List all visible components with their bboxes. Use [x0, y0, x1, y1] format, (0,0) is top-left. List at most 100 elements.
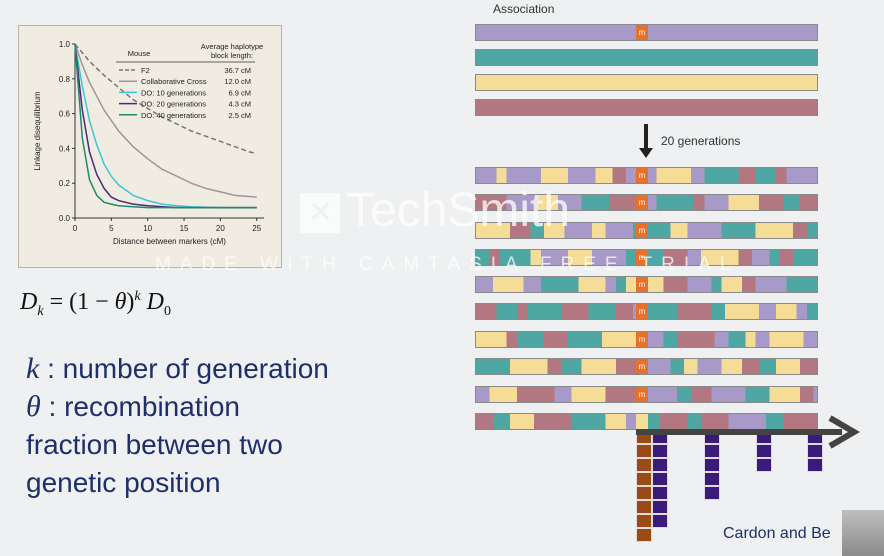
- series-line-2: [74, 43, 257, 209]
- formula-theta: θ: [114, 289, 127, 315]
- theta-symbol: θ: [26, 390, 41, 423]
- legend-value-0: 36.7 cM: [224, 66, 251, 75]
- chart-svg: 0 5 10 15 20 25 0.0 0.2 0.4 0.6 0.8 1.0 Distance bet…: [33, 40, 264, 246]
- y-tick-label: 0.4: [59, 144, 71, 153]
- histogram-cell: [636, 472, 652, 486]
- histogram-cell: [807, 444, 823, 458]
- x-tick-label: 15: [180, 224, 189, 233]
- right-arrow-icon: [636, 415, 860, 449]
- recombinant-chromosome-bar: m: [475, 249, 818, 266]
- histogram-cell: [636, 500, 652, 514]
- recombinant-chromosome-bar: m: [475, 167, 818, 184]
- histogram-cell: [652, 486, 668, 500]
- histogram-cell: [636, 444, 652, 458]
- marker-m: m: [636, 250, 648, 265]
- definitions: k : number of generation θ : recombinati…: [26, 350, 406, 502]
- recombinant-chromosome-bar: m: [475, 358, 818, 375]
- histogram-cell: [704, 458, 720, 472]
- x-tick-label: 0: [73, 224, 78, 233]
- legend-value-4: 2.5 cM: [228, 111, 251, 120]
- diagram-title: Association: [493, 2, 555, 16]
- marker-m: m: [636, 304, 648, 319]
- histogram-cell: [636, 528, 652, 542]
- generations-label: 20 generations: [661, 134, 741, 148]
- legend-label-4: DO: 40 generations: [141, 111, 206, 120]
- x-tick-label: 20: [216, 224, 225, 233]
- y-tick-label: 0.8: [59, 75, 71, 84]
- histogram-cell: [807, 458, 823, 472]
- formula-lhs-symbol: D: [20, 289, 38, 315]
- x-tick-label: 25: [252, 224, 261, 233]
- founder-chromosome-bar: [475, 74, 818, 91]
- legend-label-2: DO: 10 generations: [141, 88, 206, 97]
- recombinant-chromosome-bar: m: [475, 222, 818, 239]
- legend-label-3: DO: 20 generations: [141, 100, 206, 109]
- histogram-cell: [652, 444, 668, 458]
- histogram-cell: [652, 500, 668, 514]
- histogram-cell: [636, 458, 652, 472]
- x-tick-label: 10: [143, 224, 152, 233]
- marker-m: m: [636, 359, 648, 374]
- histogram-cell: [756, 444, 772, 458]
- founder-chromosome-bar: [475, 99, 818, 116]
- definition-k: k : number of generation: [26, 350, 406, 388]
- recombinant-chromosome-bar: m: [475, 276, 818, 293]
- formula-exponent: k: [134, 289, 141, 304]
- series-line-4: [74, 43, 257, 209]
- y-tick-label: 0.6: [59, 110, 71, 119]
- series-line-0: [74, 43, 257, 155]
- marker-segment: [636, 414, 648, 429]
- marker-m: m: [636, 168, 648, 183]
- marker-m: m: [636, 195, 648, 210]
- histogram-cell: [704, 444, 720, 458]
- marker-m: m: [636, 223, 648, 238]
- recombinant-chromosome-bar: m: [475, 303, 818, 320]
- legend-header-right-1: Average haplotype: [201, 42, 263, 51]
- y-axis-label: Linkage disequilibrium: [33, 91, 42, 170]
- histogram-cell: [652, 458, 668, 472]
- legend-value-2: 6.9 cM: [228, 88, 251, 97]
- formula-paren-close: ): [126, 289, 135, 315]
- corner-video-thumbnail: [842, 510, 884, 556]
- histogram-column: [636, 430, 652, 542]
- legend-value-1: 12.0 cM: [224, 77, 251, 86]
- ld-formula: Dk = (1 − θ)k D0: [20, 289, 171, 329]
- founder-chromosome-bar: m: [475, 24, 818, 41]
- y-tick-label: 1.0: [59, 40, 71, 49]
- marker-m: m: [636, 332, 648, 347]
- recombinant-chromosome-bar: m: [475, 194, 818, 211]
- legend-label-0: F2: [141, 66, 150, 75]
- x-axis-label: Distance between markers (cM): [113, 237, 226, 246]
- recombinant-chromosome-bar: m: [475, 386, 818, 403]
- histogram-cell: [652, 472, 668, 486]
- formula-equals: = (1 −: [43, 289, 115, 315]
- down-arrow-icon: [639, 124, 653, 158]
- legend-header-right-2: block length:: [211, 51, 253, 60]
- series-line-1: [74, 43, 257, 198]
- formula-rhs-subscript: 0: [163, 303, 171, 319]
- y-tick-label: 0.2: [59, 179, 71, 188]
- histogram-cell: [636, 486, 652, 500]
- histogram-cell: [636, 514, 652, 528]
- histogram-cell: [652, 514, 668, 528]
- histogram-cell: [756, 458, 772, 472]
- definition-theta: θ : recombination: [26, 388, 406, 426]
- marker-m: m: [636, 25, 648, 40]
- x-tick-label: 5: [109, 224, 114, 233]
- marker-m: m: [636, 387, 648, 402]
- formula-lhs-subscript: k: [37, 303, 44, 319]
- histogram-column: [704, 430, 720, 500]
- theta-definition: : recombination: [40, 391, 240, 422]
- histogram-cell: [704, 486, 720, 500]
- k-definition: : number of generation: [39, 353, 329, 384]
- legend-label-1: Collaborative Cross: [141, 77, 207, 86]
- definition-line-3: fraction between two: [26, 429, 283, 460]
- marker-m: m: [636, 277, 648, 292]
- legend-value-3: 4.3 cM: [228, 100, 251, 109]
- legend-header-left: Mouse: [128, 49, 151, 58]
- definition-line-4: genetic position: [26, 467, 221, 498]
- ld-decay-chart: 0 5 10 15 20 25 0.0 0.2 0.4 0.6 0.8 1.0 Distance bet…: [18, 25, 282, 268]
- histogram-cell: [704, 472, 720, 486]
